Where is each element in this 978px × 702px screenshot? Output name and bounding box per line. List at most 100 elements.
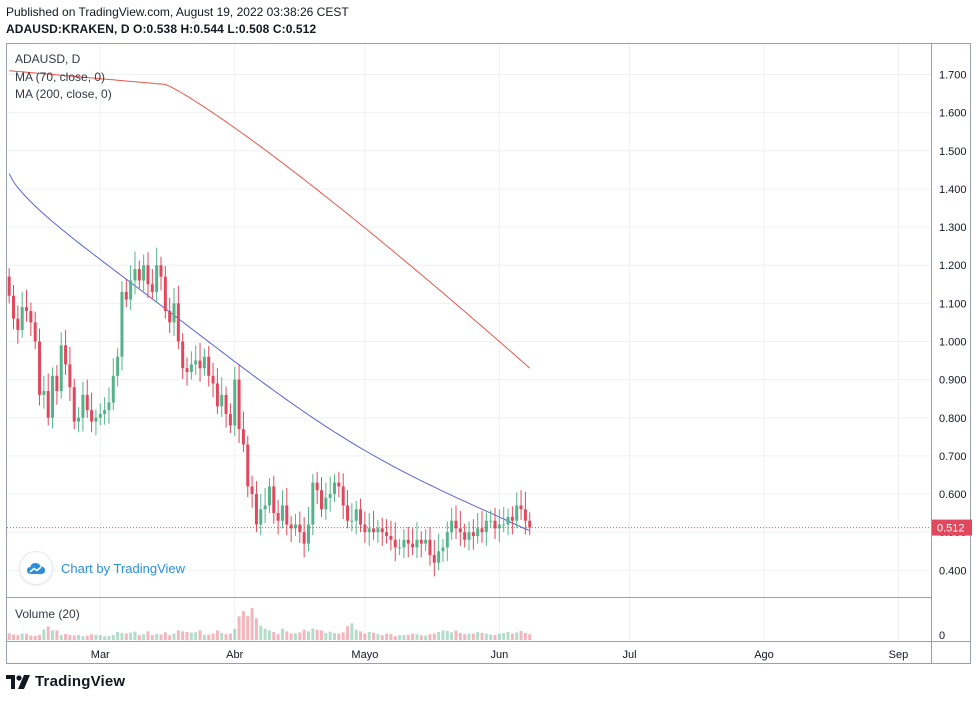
candle-body: [346, 505, 350, 521]
volume-bar: [146, 631, 150, 640]
candle-body: [124, 291, 128, 300]
candle-body: [220, 394, 224, 407]
candle-body: [77, 417, 81, 422]
candle-body: [51, 375, 55, 418]
y-tick-label: 1.500: [939, 146, 967, 158]
candle-body: [454, 520, 458, 529]
candle-body: [528, 520, 532, 528]
volume-bar: [159, 634, 163, 640]
candle-body: [120, 291, 124, 357]
candle-body: [237, 379, 241, 430]
candle-body: [398, 547, 402, 549]
candle-body: [46, 391, 50, 418]
legend-ma200: MA (200, close, 0): [15, 87, 112, 101]
volume-bar: [424, 635, 428, 640]
volume-bar: [497, 633, 501, 640]
last-price-label: 0.512: [937, 523, 965, 535]
candle-body: [194, 360, 198, 365]
candle-body: [85, 394, 89, 411]
x-tick-label: Jun: [490, 649, 508, 661]
candle-body: [228, 413, 232, 426]
candle-body: [198, 360, 202, 369]
candle-body: [419, 539, 423, 544]
candle-body: [68, 364, 72, 388]
volume-bar: [515, 632, 519, 640]
candle-body: [246, 444, 250, 487]
candle-body: [428, 539, 432, 556]
volume-bar: [72, 635, 76, 640]
volume-bar: [194, 632, 198, 640]
volume-bar: [68, 634, 72, 640]
volume-bar: [59, 635, 63, 640]
volume-bar: [94, 634, 98, 640]
attribution-text: Chart by TradingView: [61, 560, 186, 576]
volume-bar: [77, 634, 81, 640]
volume-bar: [376, 634, 380, 640]
candle-body: [116, 356, 120, 376]
y-tick-label: 1.100: [939, 298, 967, 310]
legend-volume: Volume (20): [15, 607, 80, 621]
tradingview-logo-icon: [6, 674, 30, 689]
volume-bar: [393, 636, 397, 640]
candle-body: [502, 524, 506, 526]
tradingview-logo[interactable]: TradingView: [6, 673, 125, 690]
volume-bar: [215, 630, 219, 640]
volume-bar: [16, 635, 20, 640]
volume-bar: [450, 632, 454, 640]
candle-body: [215, 383, 219, 407]
candle-body: [150, 284, 154, 292]
last-price-tag: [932, 519, 972, 536]
candle-body: [172, 303, 176, 323]
volume-bar: [354, 629, 358, 640]
candle-body: [233, 379, 237, 426]
candle-body: [202, 356, 206, 369]
volume-bar: [176, 630, 180, 640]
volume-bar: [168, 635, 172, 640]
volume-bar: [241, 611, 245, 640]
volume-bar: [42, 629, 46, 640]
candle-body: [59, 345, 63, 392]
volume-bar: [402, 634, 406, 640]
x-tick-label: Mayo: [351, 649, 378, 661]
volume-bar: [445, 631, 449, 640]
candle-body: [341, 486, 345, 506]
candle-body: [471, 532, 475, 536]
candle-body: [476, 528, 480, 536]
volume-bar: [454, 630, 458, 640]
volume-bar: [198, 630, 202, 640]
candle-body: [250, 486, 254, 495]
candle-body: [285, 505, 289, 525]
cloud-icon: [20, 552, 52, 584]
volume-bar: [116, 632, 120, 640]
volume-bar: [315, 629, 319, 640]
volume-bar: [64, 633, 68, 640]
candle-body: [320, 490, 324, 510]
volume-bar: [320, 630, 324, 640]
volume-bar: [129, 632, 133, 640]
candle-body: [333, 482, 337, 495]
volume-bar: [254, 618, 258, 640]
volume-bar: [372, 632, 376, 640]
candle-body: [489, 520, 493, 522]
candle-body: [415, 539, 419, 548]
candle-body: [510, 516, 514, 521]
volume-bar: [350, 623, 354, 640]
volume-bar: [471, 633, 475, 640]
volume-bar: [38, 634, 42, 640]
candle-body: [393, 539, 397, 548]
volume-bar: [324, 632, 328, 640]
candle-body: [424, 539, 428, 544]
candle-body: [176, 303, 180, 342]
volume-bar: [476, 632, 480, 640]
volume-bar: [163, 632, 167, 640]
candle-body: [163, 276, 167, 311]
y-tick-label: 1.600: [939, 108, 967, 120]
volume-bar: [137, 634, 141, 640]
chart-by-tradingview[interactable]: Chart by TradingView: [20, 552, 185, 584]
volume-bar: [81, 636, 85, 640]
candle-body: [272, 486, 276, 514]
volume-bar: [380, 635, 384, 640]
ma70-layer: [8, 173, 530, 531]
volume-bar: [246, 616, 250, 640]
